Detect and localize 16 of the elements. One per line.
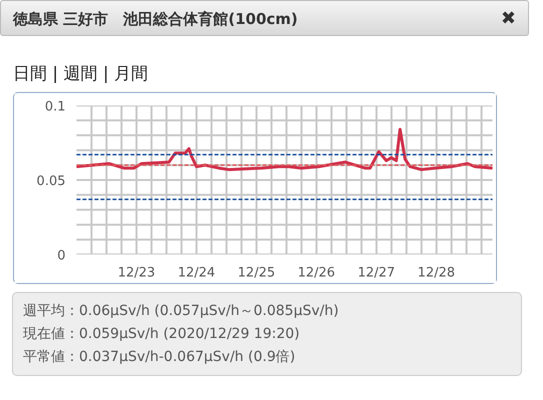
chart-title: 徳島県 三好市 池田総合体育館(100cm) bbox=[13, 10, 298, 28]
text: 現在値：0.059μSv/h (2020/12/29 19:20) bbox=[23, 325, 301, 343]
line-series bbox=[76, 128, 492, 172]
x-tick-label: 12/25 bbox=[238, 266, 276, 280]
x-tick-label: 12/27 bbox=[358, 266, 396, 280]
x-tick-label: 12/28 bbox=[418, 266, 456, 280]
y-tick-label: 0 bbox=[57, 248, 66, 264]
text: 平常値：0.037μSv/h-0.067μSv/h (0.9倍) bbox=[23, 348, 296, 366]
x-tick-label: 12/23 bbox=[118, 266, 156, 280]
x-tick-label: 12/24 bbox=[178, 266, 216, 280]
text: 週平均：0.06μSv/h (0.057μSv/h～0.085μSv/h) bbox=[23, 302, 340, 320]
x-tick-label: 12/26 bbox=[298, 266, 336, 280]
text: ✖ bbox=[500, 7, 516, 31]
y-tick-label: 0.05 bbox=[36, 174, 66, 189]
y-tick-label: 0.1 bbox=[44, 100, 66, 114]
text: 日間 | 週間 | 月間 bbox=[12, 63, 148, 85]
